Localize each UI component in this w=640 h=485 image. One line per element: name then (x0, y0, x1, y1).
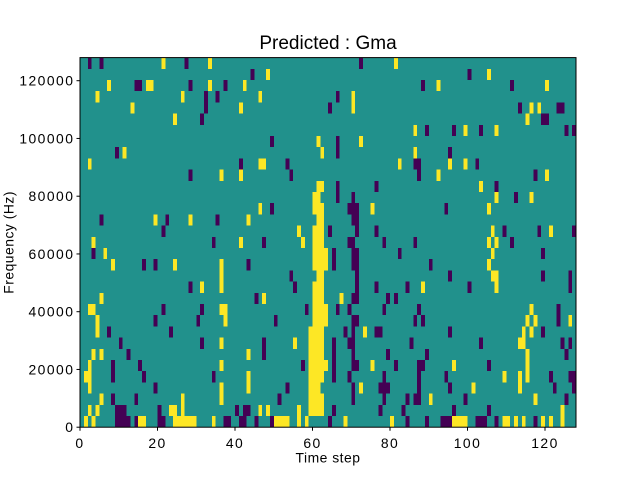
svg-text:100: 100 (454, 435, 482, 451)
svg-text:Time step: Time step (296, 449, 361, 465)
svg-text:20: 20 (148, 435, 166, 451)
svg-text:20000: 20000 (29, 361, 75, 377)
svg-text:120: 120 (531, 435, 559, 451)
svg-text:Predicted : Gma: Predicted : Gma (259, 33, 397, 54)
svg-text:40000: 40000 (29, 304, 75, 320)
svg-text:0: 0 (75, 435, 84, 451)
svg-text:40: 40 (226, 435, 244, 451)
svg-text:0: 0 (65, 419, 74, 435)
svg-text:80: 80 (381, 435, 399, 451)
svg-text:80000: 80000 (29, 188, 75, 204)
svg-text:120000: 120000 (19, 73, 74, 89)
svg-text:100000: 100000 (19, 130, 74, 146)
svg-text:60000: 60000 (29, 246, 75, 262)
svg-text:60: 60 (303, 435, 321, 451)
svg-text:Frequency (Hz): Frequency (Hz) (1, 191, 17, 294)
